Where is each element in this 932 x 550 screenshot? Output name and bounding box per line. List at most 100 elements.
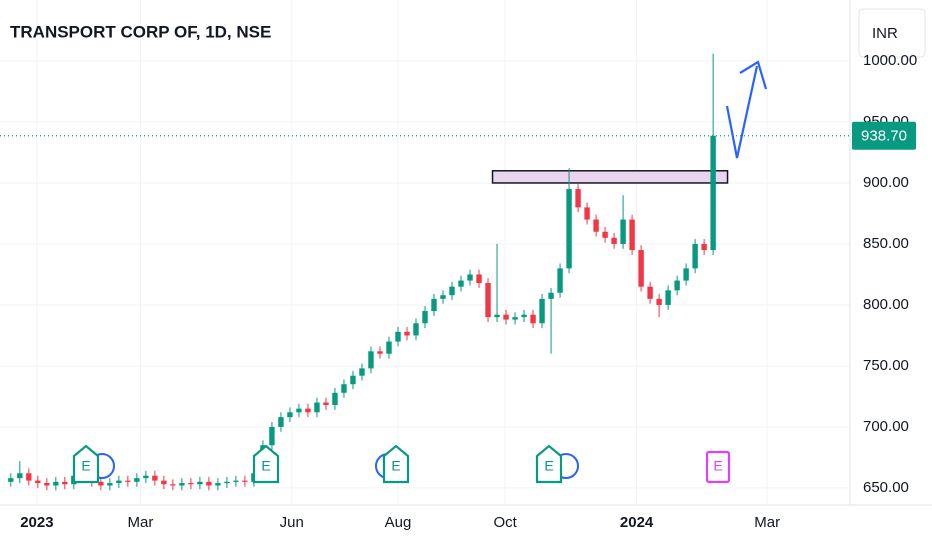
candle-body — [683, 268, 689, 281]
y-tick-label: 850.00 — [863, 235, 909, 252]
grid — [0, 0, 850, 505]
candle-body — [350, 375, 356, 385]
x-tick-label: Mar — [754, 514, 780, 531]
y-tick-label: 650.00 — [863, 479, 909, 496]
candle-body — [314, 402, 320, 413]
chart-title: TRANSPORT CORP OF, 1D, NSE — [10, 22, 271, 41]
arrow-head — [739, 60, 768, 90]
candle-body — [386, 341, 392, 354]
candle-body — [566, 189, 572, 269]
candle-body — [323, 402, 329, 405]
candle-body — [377, 351, 383, 354]
candle-body — [233, 480, 239, 482]
candle-body — [143, 475, 149, 479]
candle-body — [161, 480, 167, 485]
price-zone — [491, 170, 729, 184]
candle-body — [98, 481, 104, 486]
candle-body — [179, 483, 185, 486]
candle-body — [332, 392, 338, 405]
x-tick-label: Mar — [128, 514, 154, 531]
candle-body — [449, 286, 455, 296]
x-tick-label: 2023 — [20, 514, 53, 531]
y-tick-label: 1000.00 — [863, 52, 917, 69]
last-price-box — [852, 121, 916, 150]
candle-body — [197, 481, 203, 485]
candle-body — [35, 480, 41, 484]
candle-body — [548, 292, 554, 299]
candle-body — [575, 189, 581, 208]
candle-body — [305, 408, 311, 413]
y-tick-label: 750.00 — [863, 357, 909, 374]
candle-body — [674, 280, 680, 291]
candle-body — [17, 473, 23, 479]
candle-body — [431, 298, 437, 312]
earnings-label: E — [391, 458, 400, 474]
candle-body — [368, 351, 374, 369]
x-tick-label: Aug — [385, 514, 412, 531]
candle-body — [269, 426, 275, 446]
candle-body — [647, 286, 653, 299]
candle-body — [125, 480, 131, 482]
candle-body — [692, 243, 698, 269]
candle-body — [152, 475, 158, 481]
earnings-label: E — [81, 458, 90, 474]
candle-body — [494, 314, 500, 318]
candle-body — [710, 135, 716, 251]
x-tick-label: 2024 — [620, 514, 654, 531]
candle-body — [188, 483, 194, 485]
candle-body — [53, 481, 59, 486]
earnings-icon — [535, 444, 563, 484]
candle-body — [476, 274, 482, 283]
candle-body — [530, 314, 536, 324]
candle-body — [107, 483, 113, 486]
candle-body — [413, 323, 419, 336]
earnings-label: E — [713, 458, 722, 474]
y-tick-label: 700.00 — [863, 418, 909, 435]
candle-body — [656, 298, 662, 305]
candle-body — [341, 384, 347, 393]
candle-body — [395, 331, 401, 342]
earnings-markers: E E E E E — [72, 444, 731, 484]
earnings-icon — [252, 444, 280, 484]
candle-body — [620, 219, 626, 244]
candle-body — [170, 484, 176, 486]
candle-body — [116, 480, 122, 484]
candle-body — [584, 207, 590, 220]
candle-body — [485, 282, 491, 318]
candle-body — [701, 243, 707, 251]
y-tick-label: 900.00 — [863, 174, 909, 191]
currency-label: INR — [872, 25, 898, 42]
x-tick-label: Oct — [493, 514, 517, 531]
earnings-icon — [382, 444, 410, 484]
candle-body — [206, 481, 212, 486]
candle-body — [665, 290, 671, 305]
candle-body — [521, 314, 527, 318]
candle-body — [8, 478, 14, 482]
candle-body — [602, 231, 608, 238]
earnings-label: E — [544, 458, 553, 474]
candle-body — [611, 237, 617, 244]
candle-body — [593, 219, 599, 232]
earnings-label: E — [261, 458, 270, 474]
candle-body — [278, 417, 284, 427]
candle-body — [215, 483, 221, 486]
candle-body — [440, 295, 446, 299]
candle-body — [62, 481, 68, 485]
arrow-drawing — [725, 65, 759, 159]
candle-body — [44, 483, 50, 486]
y-tick-label: 800.00 — [863, 296, 909, 313]
candle-body — [287, 412, 293, 418]
candle-body — [422, 311, 428, 324]
candle-body — [224, 481, 230, 484]
candle-body — [26, 473, 32, 481]
plot — [0, 53, 850, 491]
earnings-icon — [705, 450, 731, 484]
candle-body — [404, 331, 410, 336]
currency-button[interactable] — [858, 8, 926, 58]
candle-body — [629, 219, 635, 251]
last-price-label: 938.70 — [861, 128, 907, 145]
x-tick-label: Jun — [280, 514, 304, 531]
candle-body — [557, 268, 563, 293]
candle-body — [296, 408, 302, 413]
